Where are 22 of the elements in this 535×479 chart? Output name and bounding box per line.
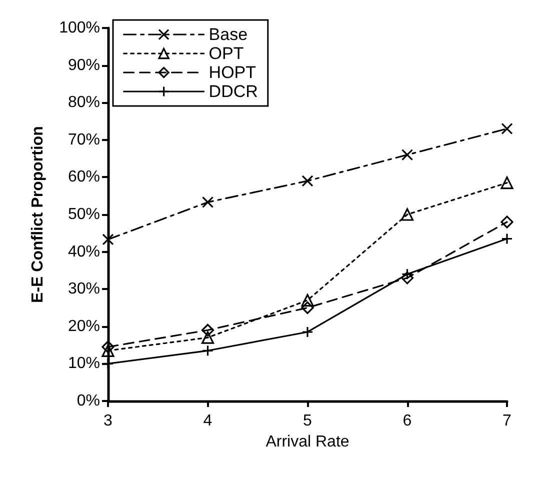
y-tick-label: 30%: [68, 280, 100, 298]
y-tick-label: 20%: [68, 318, 100, 335]
y-tick-label: 80%: [68, 94, 100, 112]
y-axis-title: E-E Conflict Proportion: [30, 126, 46, 303]
x-tick-label: 7: [502, 412, 512, 430]
x-tick-label: 5: [303, 412, 312, 430]
legend-label: HOPT: [208, 63, 256, 82]
legend-label: DDCR: [208, 82, 258, 101]
legend-label: OPT: [208, 44, 244, 63]
x-tick-label: 4: [203, 412, 212, 430]
y-tick-label: 60%: [68, 168, 100, 186]
y-tick-label: 100%: [59, 20, 100, 36]
y-tick-label: 40%: [68, 243, 100, 260]
legend-label: Base: [208, 25, 248, 44]
y-tick-label: 0%: [76, 392, 100, 410]
x-axis-title: Arrival Rate: [266, 433, 350, 450]
x-tick-label: 6: [402, 412, 412, 430]
y-tick-label: 10%: [68, 355, 100, 372]
y-tick-label: 70%: [68, 131, 100, 148]
y-tick-label: 90%: [68, 56, 100, 74]
x-tick-label: 3: [104, 412, 113, 430]
y-tick-label: 50%: [68, 206, 100, 223]
